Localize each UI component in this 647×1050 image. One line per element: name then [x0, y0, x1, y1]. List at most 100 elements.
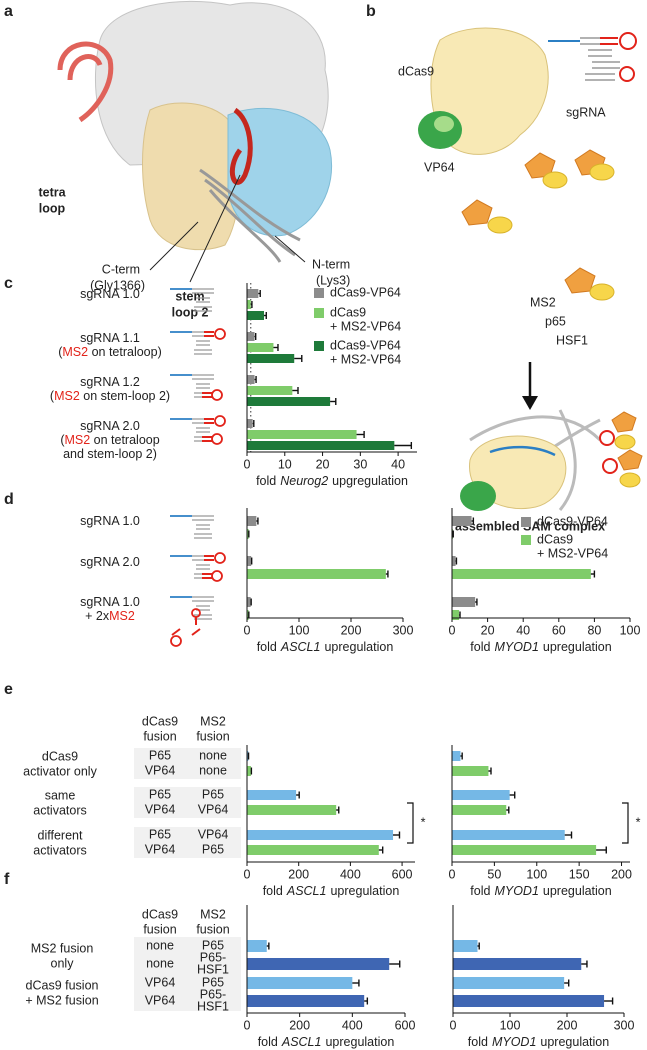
- significance-bracket: [407, 802, 414, 844]
- label-part: sgRNA 1.1: [80, 331, 140, 345]
- group-label: only: [51, 956, 75, 970]
- label: sgRNA 1.0: [80, 595, 140, 609]
- sgrna-icon: [170, 552, 226, 582]
- cell-background: [134, 937, 241, 974]
- x-tick-label: 100: [620, 623, 641, 637]
- error-bar: [378, 846, 384, 854]
- x-axis-label: fold Neurog2 upgregulation: [256, 474, 408, 488]
- error-bar: [385, 570, 389, 578]
- column-header: fusion: [196, 922, 229, 936]
- column-header: fusion: [196, 729, 229, 743]
- error-bar: [564, 979, 570, 987]
- cell-text: VP64: [198, 802, 229, 816]
- cell-text: P65: [202, 842, 224, 856]
- x-tick-label: 200: [341, 623, 362, 637]
- bar: [452, 830, 565, 840]
- label: (MS2 on stem-loop 2): [50, 389, 170, 403]
- label-part: sgRNA 2.0: [80, 555, 140, 569]
- ms2-stem: [202, 573, 212, 579]
- error-bar: [590, 570, 596, 578]
- cell-text: P65: [202, 975, 224, 989]
- x-tick-label: 0: [244, 457, 251, 471]
- bar: [453, 995, 605, 1007]
- bar: [247, 300, 251, 309]
- cell-text: P65: [149, 787, 171, 801]
- structure-a: [57, 0, 332, 283]
- label-part: and stem-loop 2): [63, 447, 157, 461]
- ms2-stem: [202, 392, 212, 398]
- label-part: (: [60, 433, 65, 447]
- sgrna-body: [192, 515, 214, 539]
- label: sgRNA: [566, 105, 606, 119]
- x-axis-label: fold MYOD1 upregulation: [470, 640, 611, 654]
- sgrna-icon: [170, 374, 223, 401]
- x-tick-label: 0: [449, 867, 456, 881]
- significance-bracket: [622, 802, 629, 844]
- sgrna-icon: [170, 415, 226, 445]
- label: tetra: [38, 185, 66, 199]
- bar: [247, 958, 390, 970]
- x-tick-label: 100: [526, 867, 547, 881]
- label: loop 2: [172, 305, 209, 319]
- ms2-loop: [214, 552, 226, 564]
- label: C-term: [102, 262, 140, 276]
- legend-label: dCas9-VP64: [330, 338, 401, 352]
- panel-label: e: [4, 681, 13, 698]
- label-part: fold: [257, 640, 277, 654]
- label-part: + 2x: [85, 609, 110, 623]
- error-bar: [330, 398, 337, 405]
- sgrna-icon: [170, 515, 214, 539]
- label: sgRNA 1.1: [80, 331, 140, 345]
- label-part: (: [50, 389, 55, 403]
- bar: [452, 569, 591, 579]
- bar: [247, 441, 395, 450]
- x-tick-label: 300: [614, 1018, 635, 1032]
- bar: [247, 569, 386, 579]
- gene-name: MYOD1: [494, 884, 538, 898]
- x-tick-label: 200: [288, 867, 309, 881]
- bar: [247, 343, 274, 352]
- label: sgRNA 2.0: [80, 555, 140, 569]
- bar: [247, 977, 353, 989]
- bar: [247, 751, 249, 761]
- panel-label: a: [4, 3, 13, 20]
- cell-text: P65-: [200, 950, 226, 964]
- column-header: dCas9: [142, 714, 178, 728]
- error-bar: [250, 767, 253, 775]
- column-header: MS2: [200, 907, 226, 921]
- bar: [247, 386, 293, 395]
- label-part: fold: [258, 1035, 278, 1049]
- label: dCas9: [398, 64, 434, 78]
- label-part: sgRNA 2.0: [80, 419, 140, 433]
- error-bar: [393, 831, 401, 839]
- x-tick-label: 200: [557, 1018, 578, 1032]
- x-tick-label: 150: [569, 867, 590, 881]
- group-label: same: [45, 788, 76, 802]
- cell-text: VP64: [145, 993, 176, 1007]
- x-tick-label: 20: [316, 457, 330, 471]
- label: (Gly1366): [90, 278, 145, 292]
- error-bar: [256, 517, 259, 525]
- error-bar: [475, 598, 478, 606]
- gene-name: MYOD1: [494, 640, 538, 654]
- bar: [247, 790, 297, 800]
- column-header: dCas9: [142, 907, 178, 921]
- legend-swatch: [314, 341, 324, 351]
- cell-text: HSF1: [197, 962, 229, 976]
- error-bar: [336, 806, 340, 814]
- sgrna-body: [192, 331, 214, 355]
- label-part: (: [58, 345, 63, 359]
- legend-swatch: [314, 288, 324, 298]
- ms2-stem: [204, 418, 214, 424]
- label-part: sgRNA 1.0: [80, 514, 140, 528]
- error-bar: [455, 557, 458, 565]
- x-tick-label: 80: [587, 623, 601, 637]
- sgrna-body: [192, 555, 214, 579]
- label: sgRNA 1.0: [80, 514, 140, 528]
- bar: [247, 556, 252, 566]
- label-part: upregulation: [324, 640, 393, 654]
- sgrna-body: [192, 374, 214, 398]
- gene-name: Neurog2: [280, 474, 328, 488]
- group-label: activator only: [23, 764, 97, 778]
- bar: [452, 790, 510, 800]
